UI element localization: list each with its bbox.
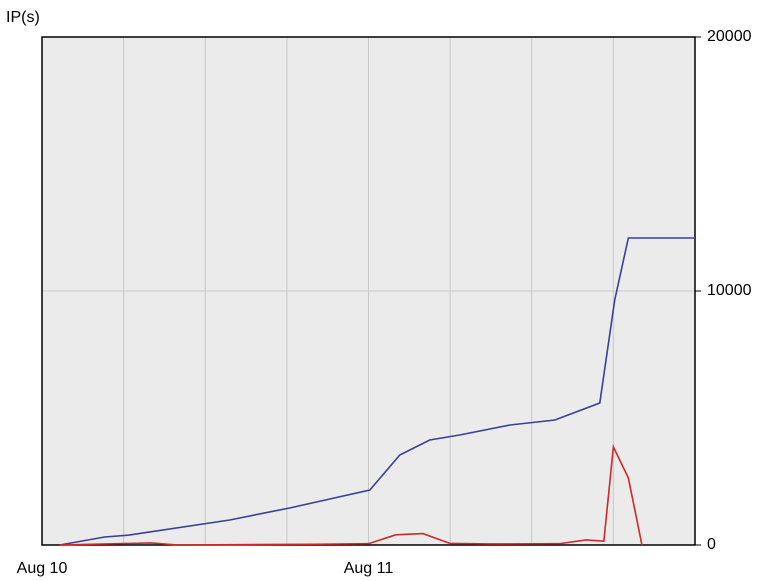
y-tick-label: 10000 — [707, 282, 752, 299]
series-line — [59, 444, 643, 546]
series-line — [59, 237, 695, 546]
y-axis-label: IP(s) — [6, 9, 40, 26]
y-tick-label: 20000 — [707, 28, 752, 45]
plot-border — [41, 36, 696, 546]
y-tick-label: 0 — [707, 536, 716, 553]
x-tick-label: Aug 11 — [344, 560, 394, 577]
x-tick-label: Aug 10 — [17, 560, 68, 577]
